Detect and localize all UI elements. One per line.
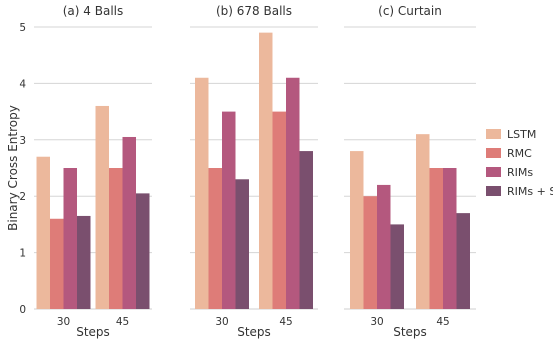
x-tick-label: 30 [57,316,70,328]
bar-lstm-45 [259,32,273,309]
panel-title: (a) 4 Balls [63,4,124,18]
y-tick-label: 4 [19,78,26,90]
x-tick-label: 30 [370,316,383,328]
y-tick-label: 0 [19,304,26,316]
bar-rims-sw-45 [136,193,150,309]
y-tick-label: 1 [19,248,26,260]
bar-rims-sw-45 [299,151,313,309]
panel-title: (c) Curtain [378,4,442,18]
x-axis-label: Steps [76,325,110,339]
x-tick-label: 45 [279,316,292,328]
x-tick-label: 30 [215,316,228,328]
panel-3: (c) Curtain 30 45 Steps [344,4,476,339]
legend-label: LSTM [507,128,536,141]
legend-label: RIMs [507,166,533,179]
bar-rmc-45 [272,111,286,309]
legend-label: RIMs + SW [507,185,553,198]
bar-rmc-30 [208,168,222,309]
x-axis-label: Steps [393,325,427,339]
bar-rims-sw-30 [390,224,404,309]
bar-rims-30 [63,168,77,309]
y-tick-label: 5 [19,22,26,34]
bar-rims-30 [222,111,236,309]
bar-rmc-30 [363,196,377,309]
bar-lstm-45 [95,105,109,310]
panel-2: (b) 678 Balls 30 45 Steps [190,4,318,339]
bar-rims-45 [286,77,300,309]
bar-rims-30 [377,184,391,309]
legend-swatch [486,129,501,139]
bar-lstm-30 [350,151,364,309]
bar-rims-sw-45 [456,213,470,309]
legend-swatch [486,167,501,177]
y-tick-label: 3 [19,135,26,147]
x-tick-label: 45 [436,316,449,328]
legend-swatch [486,148,501,158]
bar-lstm-30 [195,77,209,309]
bar-lstm-30 [36,156,50,309]
y-axis-label: Binary Cross Entropy [6,105,20,231]
bar-rims-45 [443,168,457,309]
x-axis-label: Steps [237,325,271,339]
legend-swatch [486,186,501,196]
bar-rmc-45 [429,168,443,309]
bar-rmc-30 [50,218,64,309]
bar-rims-sw-30 [77,215,91,309]
bar-rims-sw-30 [235,179,249,309]
bar-rims-45 [122,136,136,309]
bar-rmc-45 [109,168,123,309]
x-tick-label: 45 [116,316,129,328]
legend: LSTM RMC RIMs RIMs + SW [486,128,553,198]
legend-label: RMC [507,147,532,160]
y-tick-label: 2 [19,191,26,203]
panel-title: (b) 678 Balls [216,4,292,18]
bar-lstm-45 [416,134,430,309]
